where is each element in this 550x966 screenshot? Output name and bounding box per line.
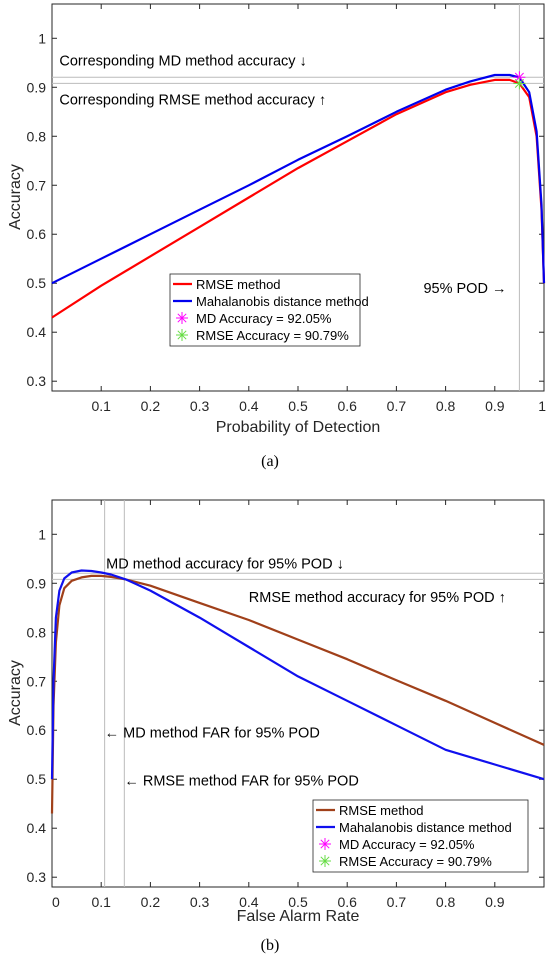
x-tick-label: 1 <box>538 398 546 414</box>
legend-marker <box>176 329 188 341</box>
legend-marker <box>319 838 331 850</box>
y-tick-label: 0.7 <box>27 673 47 689</box>
x-tick-label: 0.3 <box>190 398 210 414</box>
y-tick-label: 0.5 <box>27 275 47 291</box>
x-axis-label: False Alarm Rate <box>237 908 360 925</box>
x-tick-label: 0.6 <box>337 894 357 910</box>
x-tick-label: 0.5 <box>288 894 308 910</box>
y-tick-label: 0.7 <box>27 177 47 193</box>
caption: (b) <box>261 937 280 954</box>
x-tick-label: 0.7 <box>387 894 407 910</box>
y-tick-label: 0.3 <box>27 373 47 389</box>
y-tick-label: 0.4 <box>27 820 47 836</box>
x-tick-label: 0.8 <box>436 894 456 910</box>
legend-box <box>312 799 529 873</box>
x-tick-labels: 0 0.1 0.2 0.3 0.4 0.5 0.6 0.7 0.8 0.9 <box>51 500 505 910</box>
legend-label: RMSE Accuracy = 90.79% <box>196 328 349 343</box>
annotation-text: Corresponding MD method accuracy ↓ <box>59 53 306 69</box>
legend-label: Mahalanobis distance method <box>196 294 369 309</box>
y-tick-label: 0.4 <box>27 324 47 340</box>
accuracy-marker <box>513 77 526 90</box>
y-tick-label: 0.9 <box>27 575 47 591</box>
y-tick-label: 1 <box>38 526 46 542</box>
legend-label: RMSE method <box>196 277 281 292</box>
legend-label: RMSE Accuracy = 90.79% <box>339 854 492 869</box>
y-tick-label: 0.9 <box>27 79 47 95</box>
legend: RMSE method Mahalanobis distance method MD… <box>169 273 369 347</box>
annotations: MD method accuracy for 95% POD ↓ RMSE met… <box>105 557 506 790</box>
legend-label: RMSE method <box>339 803 424 818</box>
reference-lines <box>52 500 544 887</box>
x-tick-label: 0.2 <box>141 894 161 910</box>
x-tick-label: 0.5 <box>288 398 308 414</box>
x-tick-label: 0.7 <box>387 398 407 414</box>
y-tick-label: 0.8 <box>27 624 47 640</box>
annotation-text: RMSE method accuracy for 95% POD ↑ <box>249 590 506 606</box>
x-tick-label: 0 <box>52 894 60 910</box>
x-tick-label: 0.4 <box>239 894 259 910</box>
legend: RMSE method Mahalanobis distance method MD… <box>312 799 529 873</box>
legend-marker <box>319 855 331 867</box>
y-tick-label: 1 <box>38 30 46 46</box>
annotations: Corresponding MD method accuracy ↓ Corres… <box>59 53 506 297</box>
annotation-text: ← MD method FAR for 95% POD <box>105 726 320 742</box>
x-tick-label: 0.9 <box>485 894 505 910</box>
chart-panel-a: 0.1 0.2 0.3 0.4 0.5 0.6 0.7 0.8 0.9 1 0.30.40.50.… <box>7 3 546 470</box>
y-tick-label: 0.6 <box>27 226 47 242</box>
x-tick-label: 0.8 <box>436 398 456 414</box>
series-lines <box>50 569 545 814</box>
legend-label: MD Accuracy = 92.05% <box>339 837 475 852</box>
y-tick-label: 0.3 <box>27 869 47 885</box>
y-tick-label: 0.6 <box>27 722 47 738</box>
y-tick-label: 0.5 <box>27 771 47 787</box>
y-axis-label: Accuracy <box>7 660 24 726</box>
x-tick-label: 0.4 <box>239 398 259 414</box>
y-axis-label: Accuracy <box>7 164 24 230</box>
series-line-1 <box>51 73 546 285</box>
legend-marker <box>176 312 188 324</box>
legend-box <box>169 273 361 347</box>
legend-label: Mahalanobis distance method <box>339 820 512 835</box>
annotation-text: 95% POD → <box>423 281 506 297</box>
accuracy-markers <box>513 71 526 90</box>
legend-label: MD Accuracy = 92.05% <box>196 311 332 326</box>
series-line-1 <box>50 569 545 781</box>
series-lines <box>51 73 546 319</box>
annotation-text: ← RMSE method FAR for 95% POD <box>124 774 359 790</box>
x-tick-label: 0.3 <box>190 894 210 910</box>
series-line-0 <box>50 574 545 814</box>
x-tick-label: 0.1 <box>91 398 111 414</box>
x-tick-labels: 0.1 0.2 0.3 0.4 0.5 0.6 0.7 0.8 0.9 1 <box>91 4 546 414</box>
x-axis-label: Probability of Detection <box>216 419 381 436</box>
annotation-text: Corresponding RMSE method accuracy ↑ <box>59 93 326 109</box>
y-tick-labels: 0.3 0.4 0.5 0.6 0.7 0.8 0.9 1 <box>27 30 544 389</box>
x-tick-label: 0.6 <box>337 398 357 414</box>
chart-panel-b: 0 0.1 0.2 0.3 0.4 0.5 0.6 0.7 0.8 0.9 0.3 0.4 0.5 0.… <box>7 499 545 954</box>
annotation-text: MD method accuracy for 95% POD ↓ <box>106 557 344 573</box>
y-tick-label: 0.8 <box>27 128 47 144</box>
x-tick-label: 0.2 <box>141 398 161 414</box>
x-tick-label: 0.9 <box>485 398 505 414</box>
x-tick-label: 0.1 <box>91 894 111 910</box>
caption: (a) <box>261 453 279 470</box>
